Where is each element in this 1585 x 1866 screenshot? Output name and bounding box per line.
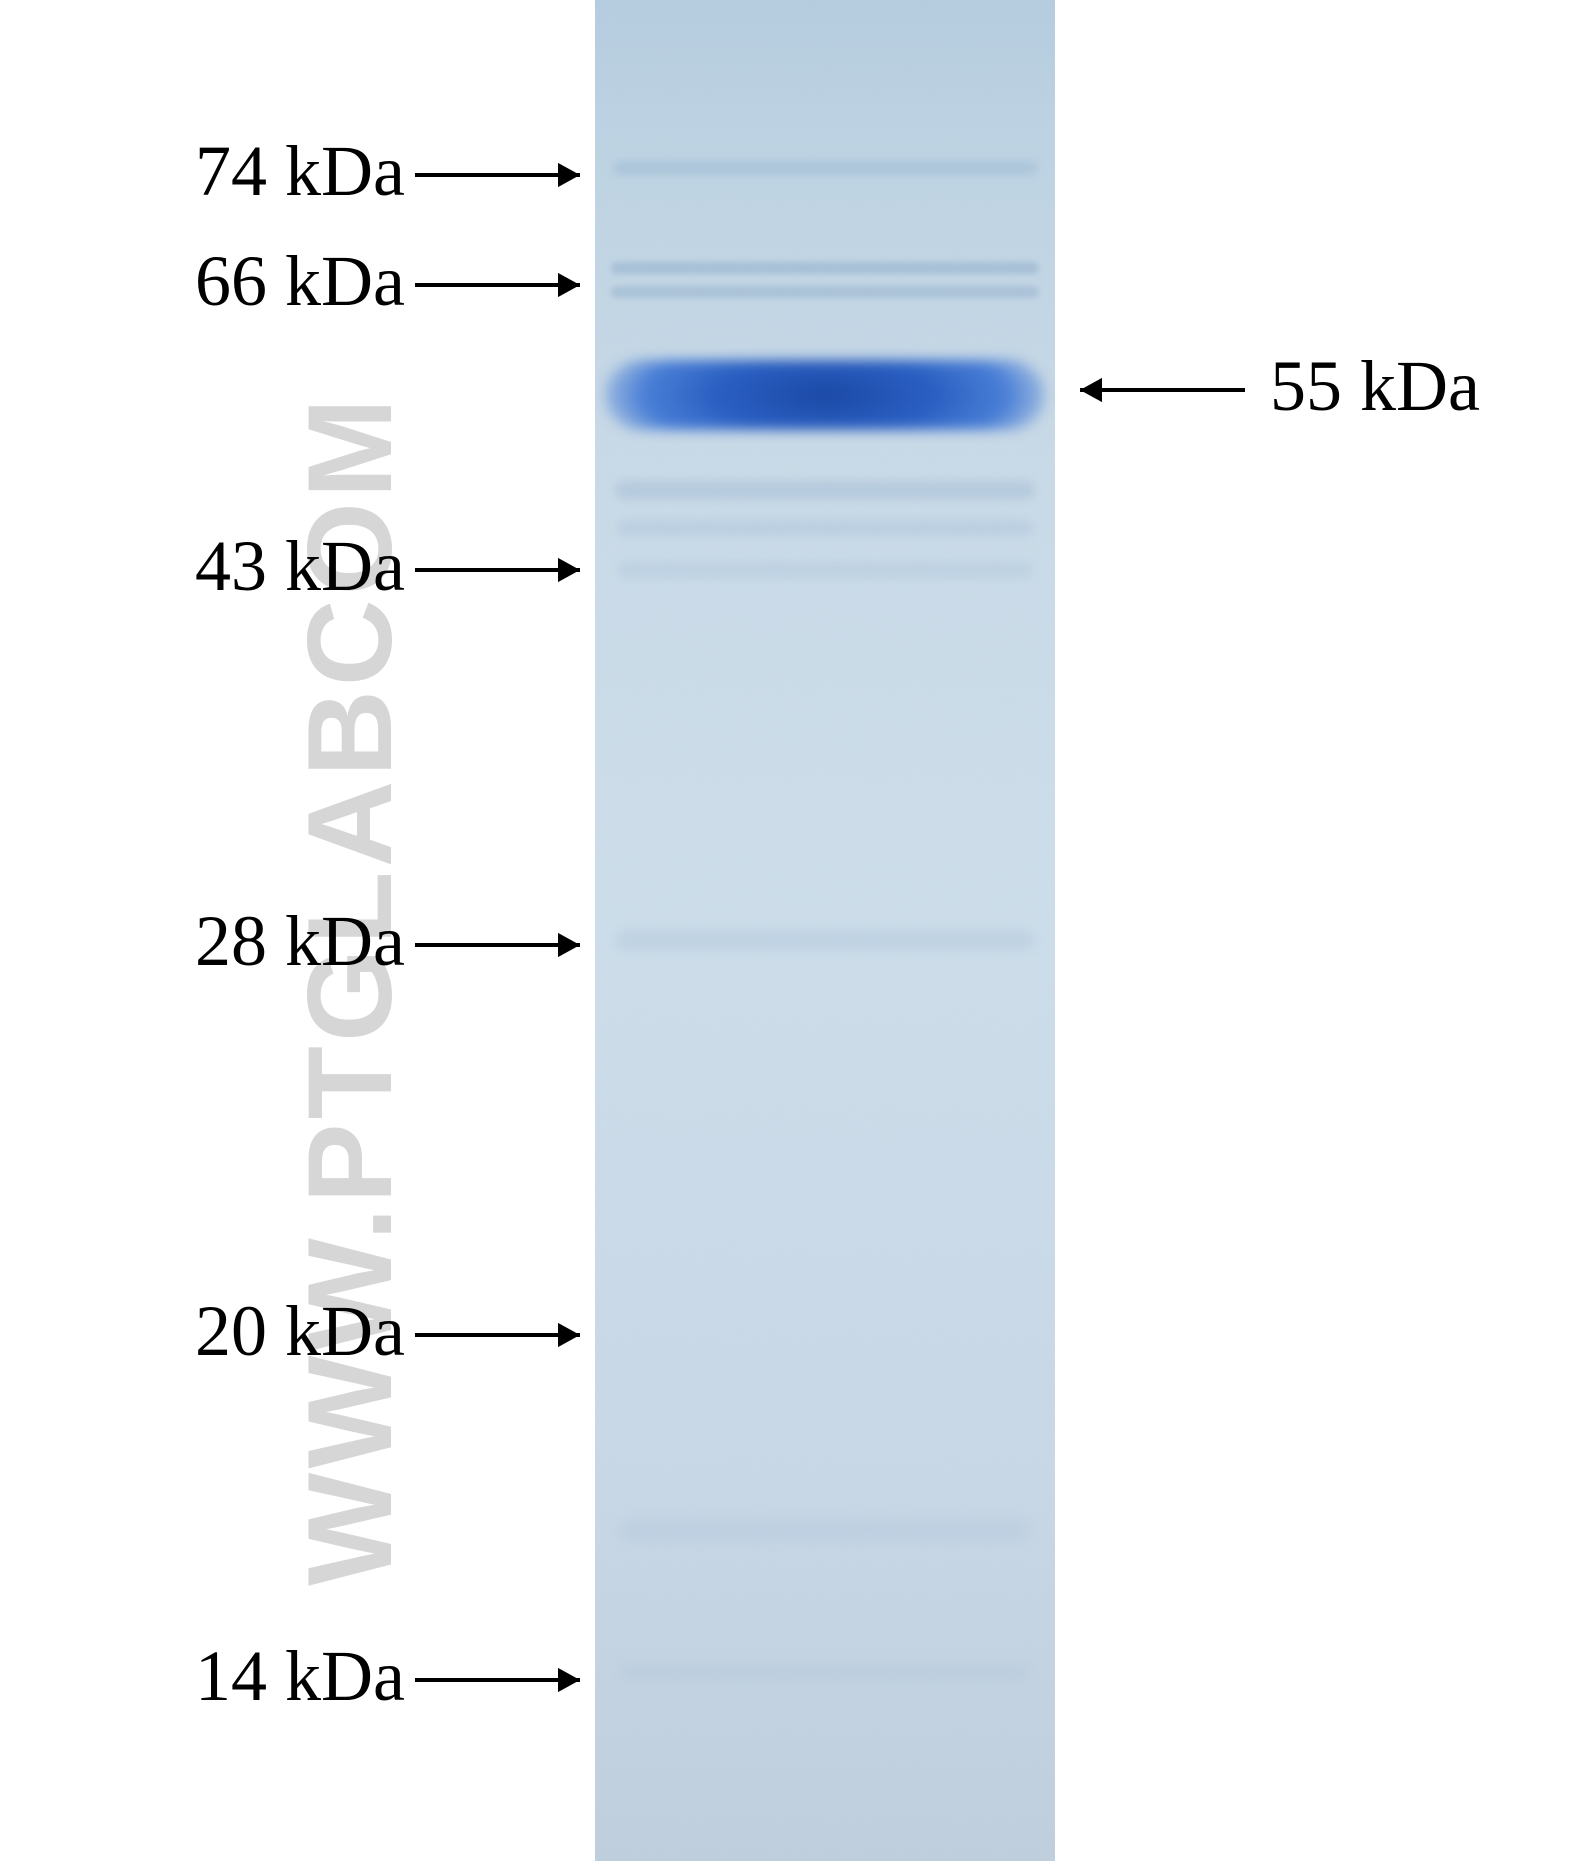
marker-label: 66 kDa bbox=[120, 240, 405, 323]
gel-band bbox=[611, 286, 1039, 298]
marker-arrow bbox=[393, 544, 602, 596]
marker-arrow bbox=[393, 1309, 602, 1361]
gel-band bbox=[615, 930, 1035, 950]
gel-band bbox=[619, 1663, 1031, 1681]
marker-arrow bbox=[393, 1654, 602, 1706]
target-label: 55 kDa bbox=[1270, 345, 1480, 428]
target-arrow bbox=[1058, 364, 1267, 416]
gel-band bbox=[617, 520, 1033, 536]
gel-figure: WWW.PTGLABCOM 74 kDa66 kDa43 kDa28 kDa20… bbox=[0, 0, 1585, 1861]
marker-label: 20 kDa bbox=[120, 1290, 405, 1373]
gel-band bbox=[617, 562, 1033, 578]
marker-label: 28 kDa bbox=[120, 900, 405, 983]
gel-band bbox=[611, 262, 1039, 274]
marker-arrow bbox=[393, 259, 602, 311]
marker-label: 74 kDa bbox=[120, 130, 405, 213]
marker-label: 43 kDa bbox=[120, 525, 405, 608]
marker-label: 14 kDa bbox=[120, 1635, 405, 1718]
gel-band bbox=[619, 1519, 1031, 1541]
gel-band bbox=[615, 481, 1035, 499]
gel-band bbox=[613, 161, 1037, 175]
gel-band bbox=[605, 360, 1045, 430]
marker-arrow bbox=[393, 149, 602, 201]
marker-arrow bbox=[393, 919, 602, 971]
